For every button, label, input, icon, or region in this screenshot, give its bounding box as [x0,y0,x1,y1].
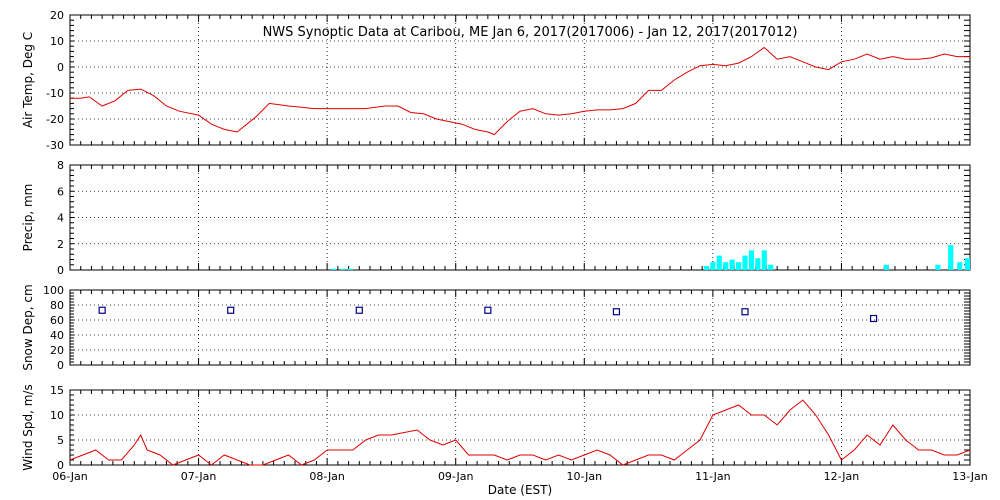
precip-bar [347,268,353,270]
y-axis-label: Precip, mm [21,184,35,252]
snow-depth-marker [741,308,749,316]
panel-frame [69,164,971,271]
y-tick-label: 0 [57,264,64,277]
precip-bar [710,262,716,270]
snow-depth-marker [869,314,878,323]
y-tick-label: 100 [43,284,64,297]
y-tick-label: 40 [50,329,64,342]
precip-bar [703,266,709,270]
y-tick-label: 2 [57,238,64,251]
precip-bar [761,250,767,270]
x-tick-label: 09-Jan [438,470,474,483]
y-axis-label: Wind Spd, m/s [21,384,35,470]
panel-frame [69,289,971,366]
precip-bar [957,262,963,270]
snow-depth-marker [98,306,106,314]
y-tick-label: 8 [57,159,64,172]
snow-depth-marker [612,308,621,316]
y-tick-label: 0 [57,61,64,74]
y-tick-label: 6 [57,185,64,198]
panel-frame [69,14,971,146]
series-line-wind_speed [69,399,971,466]
x-tick-label: 10-Jan [567,470,603,483]
y-tick-label: 0 [57,359,64,372]
precip-bar [742,255,748,270]
precip-bar [331,268,337,270]
y-tick-label: 60 [50,314,64,327]
series-line-air_temp [70,46,970,136]
snow-depth-marker [355,306,363,314]
y-tick-label: 4 [57,212,64,225]
precip-bar [729,259,735,270]
y-axis-label: Snow Dep, cm [21,284,35,370]
y-tick-label: -30 [46,139,64,152]
panel-air_temp: -30 -20 -10 0 10 20 Air Temp, Deg C [21,9,971,152]
precip-bar [768,264,774,270]
y-tick-label: 20 [50,9,64,22]
y-tick-label: 5 [57,434,64,447]
x-tick-label: 08-Jan [309,470,345,483]
snow-depth-marker [227,306,235,314]
y-tick-label: -20 [46,113,64,126]
y-tick-label: 15 [50,384,64,397]
x-axis-label: Date (EST) [488,483,552,497]
x-tick-label: 06-Jan [52,470,88,483]
precip-bar [736,262,742,270]
y-axis-label: Air Temp, Deg C [21,32,35,128]
y-tick-label: 10 [50,409,64,422]
y-tick-label: 0 [57,459,64,472]
y-tick-label: 80 [50,299,64,312]
x-tick-label: 12-Jan [824,470,860,483]
x-tick-label: 07-Jan [181,470,217,483]
precip-bar [948,245,954,270]
y-tick-label: 10 [50,35,64,48]
chart-title: NWS Synoptic Data at Caribou, ME Jan 6, … [263,25,798,40]
panel-frame [69,389,971,466]
precip-bar [723,262,729,270]
panel-snow_depth: 0 20 40 60 80 100 Snow Dep, cm [21,284,971,372]
precip-bar [340,268,346,270]
precip-bar [748,250,754,270]
x-tick-label: 13-Jan [952,470,988,483]
snow-depth-marker [484,306,492,314]
x-tick-label: 11-Jan [695,470,731,483]
y-tick-label: 20 [50,344,64,357]
y-tick-label: -10 [46,87,64,100]
precip-bar [716,255,722,270]
panel-wind_speed: 0 5 10 15 Wind Spd, m/s [21,384,971,472]
precip-bar [755,258,761,270]
precip-bar [935,264,941,270]
precip-bar [964,258,970,270]
panel-precip: 0 2 4 6 8 Precip, mm [21,159,971,277]
precip-bar [883,264,889,270]
